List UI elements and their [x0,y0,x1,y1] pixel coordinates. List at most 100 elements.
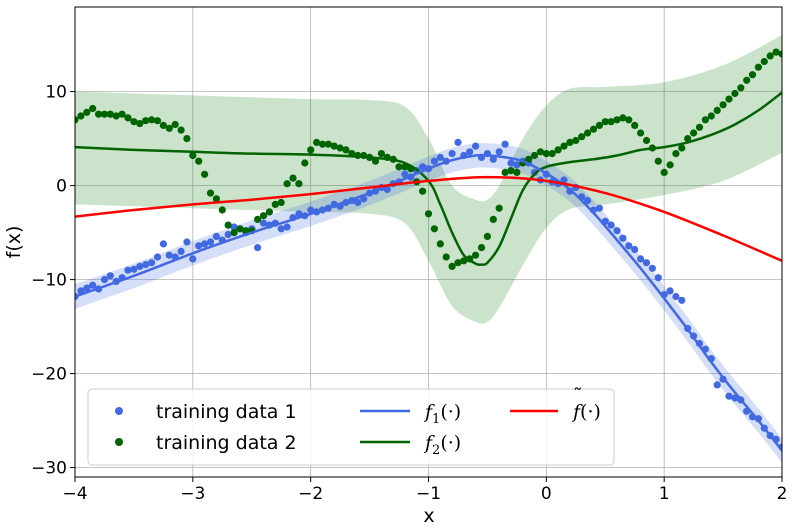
training-2-point [536,148,545,156]
training-2-point [472,251,480,259]
training-1-point [648,264,657,272]
training-1-point [631,245,639,254]
training-1-point [230,223,238,231]
training-1-point [165,251,173,259]
training-2-point [454,259,462,267]
training-2-point [254,215,262,223]
training-2-point [242,227,250,235]
training-2-point [148,116,156,124]
x-axis-ticks: −4 −3 −2 −1 0 1 2 [62,477,787,504]
training-2-point [584,129,592,137]
x-tick-label-3: −1 [416,484,441,504]
training-1-point [201,240,209,248]
training-1-point [124,266,132,274]
training-1-point [678,296,686,304]
training-2-point [342,146,350,154]
training-2-point [430,225,438,233]
training-2-point [778,50,782,58]
training-2-point [595,121,604,129]
training-2-point [477,244,486,252]
legend-label-training-1: training data 1 [156,401,297,423]
training-2-point [707,112,715,120]
x-tick-label-5: 1 [659,484,670,504]
training-1-point [513,161,521,169]
training-2-point [230,229,238,237]
training-2-point [566,138,574,146]
training-2-point [460,257,468,265]
training-2-point [436,240,444,248]
training-1-point [212,232,220,240]
training-2-point [737,84,745,92]
training-1-point [507,159,515,167]
y-tick-label-2: −10 [31,271,67,291]
training-2-point [313,138,321,146]
training-2-point [530,151,539,160]
training-2-point [77,112,85,120]
y-axis-label: f(x) [3,226,25,259]
training-1-point [148,259,156,267]
training-2-point [224,221,232,229]
y-tick-label-1: −20 [31,365,67,385]
legend-box [87,388,615,466]
training-2-point [271,200,279,208]
f2-line [75,91,782,266]
f-shared-line [75,175,782,262]
training-1-point [177,247,185,255]
training-2-point [95,110,103,118]
training-2-point [731,89,739,98]
legend-marker-training-2 [115,438,123,446]
x-tick-label-1: −3 [180,484,205,504]
training-1-point [654,274,662,282]
x-tick-label-6: 2 [777,484,788,504]
training-2-point [75,116,79,124]
training-2-point [371,157,380,165]
training-1-point [713,381,721,389]
training-1-point [195,242,203,250]
training-2-point [601,118,609,126]
training-2-point [654,157,662,165]
training-1-point [100,276,109,284]
training-2-point [395,163,403,171]
training-1-point [159,240,167,248]
training-1-point [725,392,733,400]
training-1-point [613,227,621,235]
training-2-point [766,52,774,60]
training-2-point [542,150,550,158]
training-2-point [501,168,509,176]
training-2-point [289,174,297,182]
training-2-point [489,215,497,223]
training-2-point [572,136,580,145]
training-1-point [106,272,114,280]
f1-line [75,153,782,452]
training-1-point [619,234,627,242]
training-2-point [713,106,721,114]
training-2-point [112,112,120,120]
training-2-point [507,167,515,175]
training-2-point [625,116,633,124]
legend-label-f1: f1(·) [423,401,461,427]
training-2-point [743,76,751,84]
training-2-point [183,135,191,143]
training-2-point [613,116,621,124]
training-1-point [584,197,592,205]
training-2-point [189,151,197,160]
training-2-point [578,133,586,141]
training-1-point [419,163,427,171]
training-2-point [701,116,710,124]
training-2-point [719,101,727,109]
training-2-point [318,140,327,148]
training-data-1-points [75,138,782,451]
training-2-point [660,168,668,176]
training-2-point [448,262,456,270]
training-1-point [466,148,474,156]
training-1-point [183,238,191,246]
training-2-point [118,110,126,118]
training-2-point [642,136,651,145]
x-tick-label-0: −4 [62,484,87,504]
training-1-point [560,176,568,184]
training-1-point [430,157,438,165]
training-2-point [159,121,167,129]
training-1-point [625,242,633,250]
training-2-point [100,110,109,118]
training-2-point [631,121,639,129]
